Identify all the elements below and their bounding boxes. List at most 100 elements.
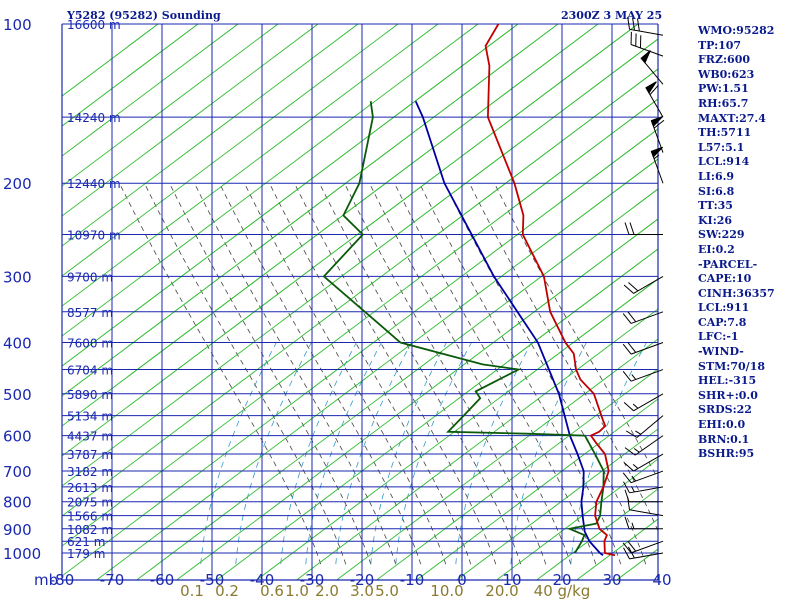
stat-item: CAP:7.8 (698, 315, 747, 329)
moist-adiabat (119, 183, 322, 565)
stat-item: LFC:-1 (698, 330, 739, 344)
temperature-tick-label: 40 (652, 571, 671, 589)
stat-item: L57:5.1 (698, 140, 745, 154)
dry-adiabat (255, 278, 658, 580)
dry-adiabat (62, 24, 479, 337)
height-label: 16600 m (67, 18, 121, 32)
moist-adiabat (494, 183, 658, 480)
pressure-tick-label: 1000 (3, 545, 41, 563)
pressure-tick-label: 100 (3, 16, 32, 34)
temperature-labels: mb-80 -70 -60 -50 -40 -30 -20 -10 0 10 20 30 40 (34, 571, 672, 589)
wind-barb (650, 116, 665, 153)
stat-item: EI:0.2 (698, 242, 735, 256)
stat-item: SI:6.8 (698, 184, 735, 198)
height-label: 12440 m (67, 177, 121, 191)
moist-adiabats (119, 183, 658, 565)
height-label: 5134 m (67, 410, 113, 424)
stat-item: EHI:0.0 (698, 418, 746, 432)
profiles (322, 24, 616, 557)
dry-adiabat (62, 24, 239, 157)
moist-adiabat (269, 183, 472, 565)
height-label: 621 m (67, 535, 105, 549)
temperature-tick-label: 0 (457, 571, 467, 589)
mixing-ratio-line (510, 342, 587, 565)
height-label: 7600 m (67, 336, 113, 350)
mixing-ratio-lines (200, 342, 647, 565)
wind-barb (625, 415, 664, 438)
wind-barb (630, 31, 664, 57)
moist-adiabat (319, 183, 522, 565)
height-label: 8577 m (67, 306, 113, 320)
stat-item: -WIND- (698, 345, 744, 359)
stat-item: FRZ:600 (698, 53, 751, 67)
dry-adiabat (455, 428, 658, 580)
moist-adiabat (444, 183, 647, 565)
stat-item: KI:26 (698, 213, 733, 227)
dry-adiabat (62, 24, 559, 397)
dry-adiabat (62, 24, 599, 427)
temperature-tick-label: 30 (602, 571, 621, 589)
pressure-tick-label: 900 (3, 521, 32, 539)
moist-adiabat (419, 183, 622, 565)
dry-adiabat (375, 368, 658, 580)
dry-adiabat (175, 218, 658, 580)
mixing-ratio-line (570, 342, 647, 565)
stat-item: WB0:623 (698, 67, 755, 81)
moist-adiabat (169, 183, 372, 565)
wind-barb (622, 369, 664, 382)
wind-barb (624, 435, 664, 456)
height-labels: 16600 m 14240 m 12440 m 10970 m 9700 m 8577 m… (67, 18, 121, 561)
station-title: Y5282 (95282) Sounding (67, 9, 221, 22)
dry-adiabat (295, 308, 658, 580)
moist-adiabat (369, 183, 572, 565)
temperature-tick-label: -50 (200, 571, 225, 589)
mixing-ratio-labels: 0.1 0.2 0.6 1.0 2.0 3.0 5.0 10.0 20.0 40 g/kg (180, 582, 590, 600)
dry-adiabat (495, 458, 658, 580)
dewpoint-line (322, 101, 605, 554)
pressure-tick-label: 800 (3, 494, 32, 512)
stat-item: CAPE:10 (698, 272, 752, 286)
stat-item: TH:5711 (698, 126, 752, 140)
height-label: 5890 m (67, 388, 113, 402)
pressure-tick-label: 200 (3, 175, 32, 193)
stat-item: MAXT:27.4 (698, 111, 766, 125)
wind-barb (623, 275, 664, 294)
dry-adiabat (790, 0, 800, 600)
stat-item: TP:107 (698, 38, 742, 52)
moist-adiabat (294, 183, 497, 565)
mixing-ratio-line (335, 342, 412, 565)
height-label: 10970 m (67, 229, 121, 243)
dry-adiabat (62, 24, 199, 127)
stat-item: -PARCEL- (698, 257, 758, 271)
dry-adiabat (62, 24, 359, 247)
height-label: 1566 m (67, 510, 113, 524)
wind-barb (645, 81, 664, 118)
dry-adiabat (95, 158, 658, 580)
dry-adiabat (62, 24, 319, 217)
mixing-ratio-tick-label: 5.0 (375, 582, 399, 600)
moist-adiabat (344, 183, 547, 565)
wind-barb (622, 470, 664, 484)
pressure-unit-label: mb (34, 571, 58, 589)
height-label: 3182 m (67, 465, 113, 479)
mixing-ratio-tick-label: 0.1 (180, 582, 204, 600)
stability-indices-panel: WMO:95282 TP:107 FRZ:600 WB0:623 PW:1.51 RH:6… (698, 24, 775, 462)
height-label: 179 m (67, 547, 105, 561)
mixing-ratio-line (200, 342, 277, 565)
mixing-ratio-line (370, 342, 447, 565)
temperature-tick-label: -10 (400, 571, 425, 589)
dry-adiabat (62, 24, 519, 367)
temperature-tick-label: -60 (150, 571, 175, 589)
stat-item: STM:70/18 (698, 359, 765, 373)
dry-adiabat (62, 24, 639, 457)
wind-barb (650, 146, 664, 184)
temperature-line (484, 24, 616, 557)
temperature-tick-label: -30 (300, 571, 325, 589)
moist-adiabat (469, 183, 658, 532)
pressure-tick-label: 500 (3, 386, 32, 404)
height-label: 3787 m (67, 448, 113, 462)
moist-adiabat (244, 183, 447, 565)
